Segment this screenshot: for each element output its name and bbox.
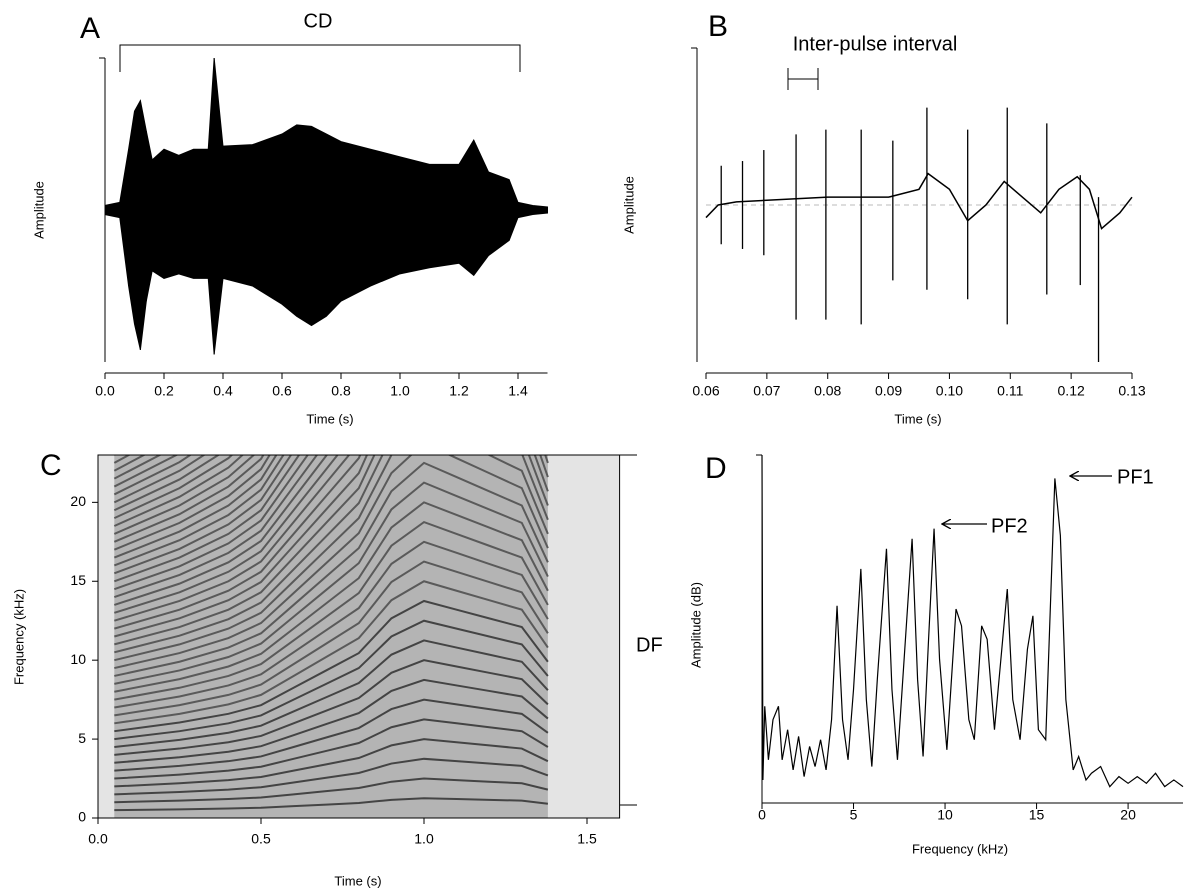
signal-region (114, 455, 548, 818)
annotation: CD (304, 10, 333, 32)
harmonic (114, 455, 549, 638)
panel-label: B (708, 10, 728, 43)
y-axis-label: Amplitude (dB) (688, 582, 703, 668)
harmonic (113, 455, 285, 567)
harmonic (113, 455, 329, 606)
harmonic (113, 455, 339, 614)
plot-frame (97, 454, 621, 819)
x-axis-label: Frequency (kHz) (912, 841, 1008, 856)
x-tick-label: 0.0 (95, 383, 115, 399)
panel-label: A (80, 12, 100, 45)
harmonic (114, 659, 549, 756)
harmonic (114, 698, 549, 772)
harmonic (114, 738, 549, 788)
harmonic (113, 455, 319, 598)
x-axis-label: Time (s) (306, 411, 353, 426)
harmonic (114, 481, 549, 685)
y-axis-label: Amplitude (621, 176, 636, 234)
harmonic (113, 455, 256, 535)
harmonic (114, 718, 549, 780)
harmonic (114, 678, 549, 764)
x-axis-label: Time (s) (334, 873, 381, 888)
panel-label: D (705, 452, 727, 485)
harmonic (114, 599, 549, 733)
x-tick-label: 0.4 (213, 383, 233, 399)
x-tick-label: 0.06 (692, 383, 719, 399)
x-tick-label: 1.0 (414, 831, 434, 847)
x-tick-label: 0.07 (753, 383, 780, 399)
x-tick-label: 0.12 (1058, 383, 1085, 399)
y-tick-label: 5 (78, 730, 86, 746)
annotation: Inter-pulse interval (793, 33, 958, 55)
harmonic (114, 560, 549, 717)
y-tick-label: 20 (70, 493, 86, 509)
x-tick-label: 1.5 (577, 831, 597, 847)
harmonic (113, 455, 265, 543)
x-tick-label: 0.13 (1118, 383, 1145, 399)
harmonic (114, 540, 549, 709)
x-axis-label: Time (s) (894, 411, 941, 426)
y-tick-label: 10 (70, 651, 86, 667)
x-tick-label: 0 (758, 807, 766, 823)
harmonic (113, 455, 293, 575)
harmonic (114, 520, 549, 701)
harmonic (114, 455, 549, 622)
harmonic (114, 461, 549, 677)
x-tick-label: 5 (850, 807, 858, 823)
harmonic (114, 797, 549, 812)
harmonic (113, 455, 278, 559)
harmonic (114, 757, 549, 796)
x-tick-label: 0.6 (272, 383, 292, 399)
y-tick-label: 0 (78, 809, 86, 825)
x-tick-label: 20 (1120, 807, 1136, 823)
annotation: DF (636, 634, 663, 656)
baseline-wave (705, 172, 1133, 230)
x-tick-label: 1.0 (390, 383, 410, 399)
harmonic (114, 455, 549, 670)
spectrum-line (761, 454, 1184, 788)
x-tick-label: 0.0 (88, 831, 108, 847)
harmonic (113, 455, 244, 527)
x-tick-label: 10 (937, 807, 953, 823)
harmonic (113, 455, 301, 583)
x-tick-label: 0.5 (251, 831, 271, 847)
x-tick-label: 0.2 (154, 383, 174, 399)
harmonic (114, 777, 549, 804)
harmonic (114, 455, 549, 646)
harmonic (114, 619, 549, 741)
harmonic (113, 455, 309, 591)
harmonic (114, 501, 549, 693)
bracket (119, 44, 521, 72)
x-tick-label: 0.08 (814, 383, 841, 399)
y-axis-label: Amplitude (31, 181, 46, 239)
bracket (787, 68, 819, 90)
y-axis-label: Frequency (kHz) (11, 589, 26, 685)
x-tick-label: 1.4 (508, 383, 528, 399)
harmonic (114, 455, 549, 654)
panel-label: C (40, 449, 62, 482)
annotation: PF2 (991, 515, 1028, 537)
harmonic (114, 639, 549, 748)
harmonic (114, 455, 549, 662)
harmonic (114, 580, 549, 725)
harmonic (114, 455, 549, 630)
x-tick-label: 0.10 (936, 383, 963, 399)
y-tick-label: 15 (70, 572, 86, 588)
x-tick-label: 0.8 (331, 383, 351, 399)
x-tick-label: 15 (1029, 807, 1045, 823)
x-tick-label: 1.2 (449, 383, 469, 399)
annotation: PF1 (1117, 466, 1154, 488)
x-tick-label: 0.11 (997, 383, 1023, 399)
x-tick-label: 0.09 (875, 383, 902, 399)
harmonic (113, 455, 271, 551)
